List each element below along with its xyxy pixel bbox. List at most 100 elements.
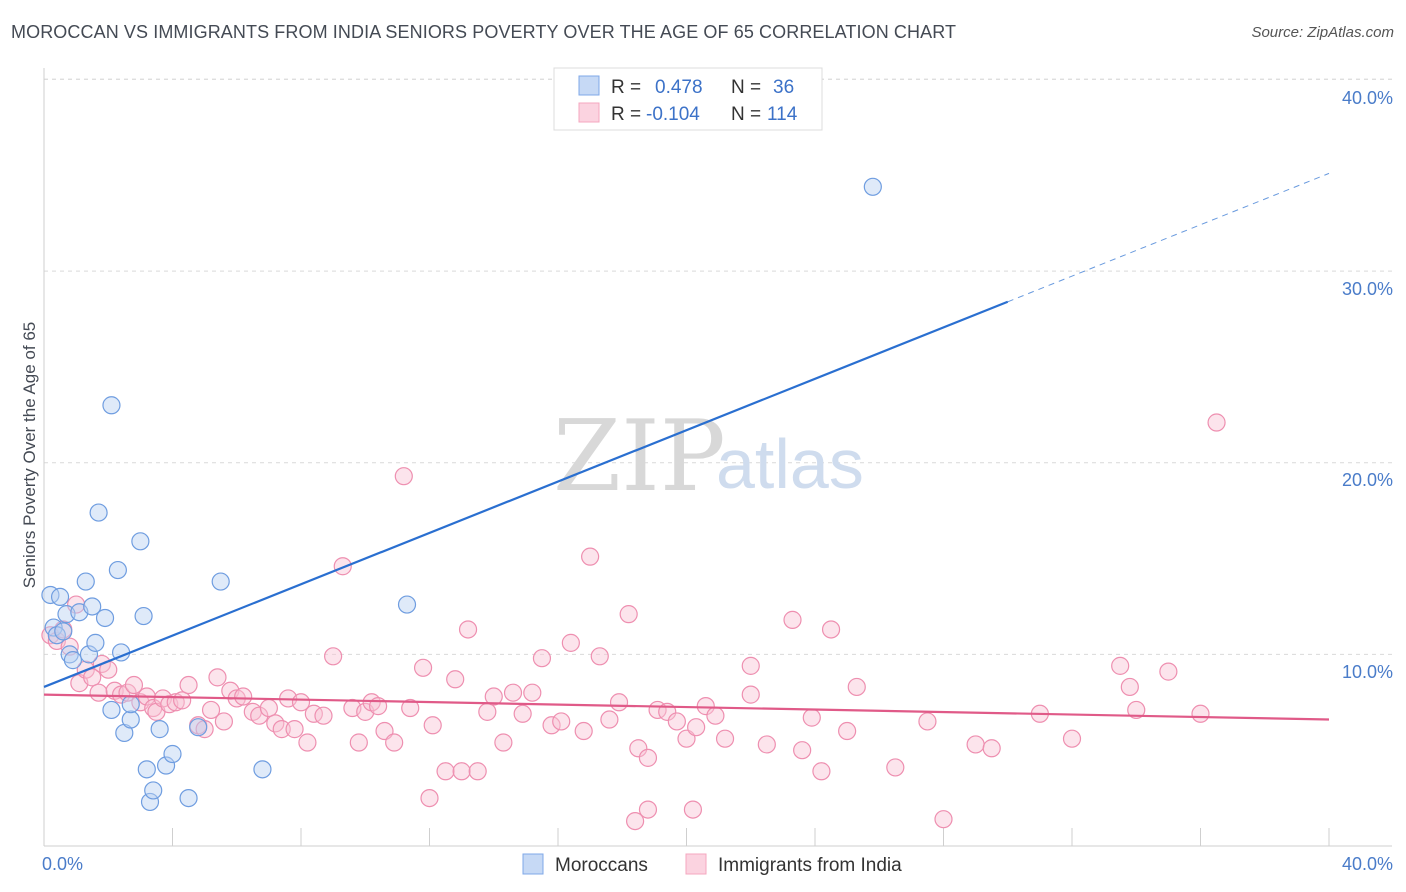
data-point-india xyxy=(124,675,144,695)
data-point-india xyxy=(259,698,278,718)
data-point-moroccans xyxy=(163,744,182,764)
x-tick-label-max: 40.0% xyxy=(1342,854,1393,874)
data-point-india xyxy=(272,720,291,739)
data-point-india xyxy=(333,557,352,576)
data-point-india xyxy=(503,683,523,702)
data-point-india xyxy=(291,693,311,712)
data-point-moroccans xyxy=(144,781,163,800)
data-point-moroccans xyxy=(108,560,127,580)
data-point-moroccans xyxy=(89,503,108,522)
data-point-india xyxy=(982,739,1001,758)
data-point-india xyxy=(532,649,552,668)
data-point-india xyxy=(625,811,645,831)
data-point-moroccans xyxy=(131,532,150,551)
trend-line-india xyxy=(43,693,1330,721)
data-point-moroccans xyxy=(54,622,73,641)
data-point-india xyxy=(1111,656,1130,675)
legend-label-india[interactable]: Immigrants from India xyxy=(718,855,902,876)
data-point-india xyxy=(542,716,561,735)
data-point-moroccans xyxy=(253,760,272,779)
data-point-moroccans xyxy=(189,718,208,737)
stats-box: R = 0.478 N = 36 R = -0.104 N = 114 xyxy=(553,67,823,131)
series-moroccans-points xyxy=(41,177,882,812)
data-point-moroccans xyxy=(179,788,198,808)
data-point-india xyxy=(638,748,658,767)
stats-r-label: R = xyxy=(611,104,641,125)
stats-r-value: -0.104 xyxy=(646,104,700,125)
data-point-india xyxy=(1120,677,1139,697)
data-point-india xyxy=(757,735,776,754)
data-point-india xyxy=(581,547,600,566)
stats-swatch-moroccans xyxy=(578,75,600,96)
data-point-india xyxy=(401,698,420,718)
data-point-india xyxy=(298,733,317,752)
data-point-moroccans xyxy=(211,572,230,591)
gridlines xyxy=(44,78,1392,655)
data-point-moroccans xyxy=(134,606,153,626)
axes xyxy=(43,68,1392,847)
data-point-india xyxy=(609,693,629,712)
data-point-india xyxy=(552,712,571,731)
data-point-moroccans xyxy=(397,595,417,614)
data-point-india xyxy=(394,467,413,486)
data-point-india xyxy=(436,762,455,781)
legend-swatch-india[interactable] xyxy=(685,853,707,875)
x-axis-ticks xyxy=(43,828,1330,846)
data-point-moroccans xyxy=(86,633,105,652)
chart-title: MOROCCAN VS IMMIGRANTS FROM INDIA SENIOR… xyxy=(11,22,957,42)
data-point-india xyxy=(667,712,686,731)
chart-source: Source: ZipAtlas.com xyxy=(1251,24,1394,41)
data-point-moroccans xyxy=(863,177,882,196)
stats-r-value: 0.478 xyxy=(655,77,703,98)
data-point-india xyxy=(574,721,593,741)
data-point-india xyxy=(1207,413,1226,432)
data-point-india xyxy=(173,691,192,710)
data-point-moroccans xyxy=(137,760,156,779)
data-point-india xyxy=(195,720,214,739)
data-point-india xyxy=(1191,704,1210,723)
trend-lines xyxy=(43,172,1330,721)
data-point-india xyxy=(600,710,619,729)
data-point-moroccans xyxy=(150,720,169,739)
data-point-moroccans xyxy=(121,695,140,714)
data-point-india xyxy=(423,716,442,735)
data-point-india xyxy=(741,656,760,675)
data-point-india xyxy=(513,704,532,723)
data-point-moroccans xyxy=(95,608,115,628)
legend: Moroccans Immigrants from India xyxy=(522,853,902,876)
data-point-india xyxy=(385,733,404,752)
legend-swatch-moroccans[interactable] xyxy=(522,853,544,875)
data-point-india xyxy=(111,685,131,704)
watermark: ZIP atlas xyxy=(553,400,864,514)
stats-swatch-india xyxy=(578,102,600,123)
y-axis-label: Seniors Poverty Over the Age of 65 xyxy=(20,322,39,588)
y-tick-label: 30.0% xyxy=(1342,279,1393,299)
data-point-moroccans xyxy=(79,645,99,664)
legend-label-moroccans[interactable]: Moroccans xyxy=(555,855,648,876)
x-tick-label-min: 0.0% xyxy=(42,854,83,874)
data-point-india xyxy=(208,668,227,687)
data-point-india xyxy=(561,633,580,652)
watermark-zip: ZIP xyxy=(553,400,726,514)
data-point-india xyxy=(214,712,233,731)
data-point-moroccans xyxy=(60,645,79,664)
data-point-india xyxy=(966,735,985,754)
data-point-india xyxy=(629,739,648,758)
data-point-moroccans xyxy=(140,792,160,812)
data-point-india xyxy=(452,762,471,781)
data-point-india xyxy=(60,637,79,656)
data-point-india xyxy=(886,758,905,777)
data-point-india xyxy=(523,683,542,702)
data-point-india xyxy=(696,697,715,716)
data-point-india xyxy=(324,647,343,666)
trend-line-moroccans-extension xyxy=(1007,172,1330,303)
data-point-moroccans xyxy=(76,572,95,591)
data-point-india xyxy=(793,741,812,760)
data-point-india xyxy=(494,733,513,752)
data-point-india xyxy=(619,605,638,624)
data-point-india xyxy=(413,658,433,677)
data-point-india xyxy=(484,687,503,706)
watermark-atlas: atlas xyxy=(716,425,864,503)
data-point-india xyxy=(201,700,221,720)
